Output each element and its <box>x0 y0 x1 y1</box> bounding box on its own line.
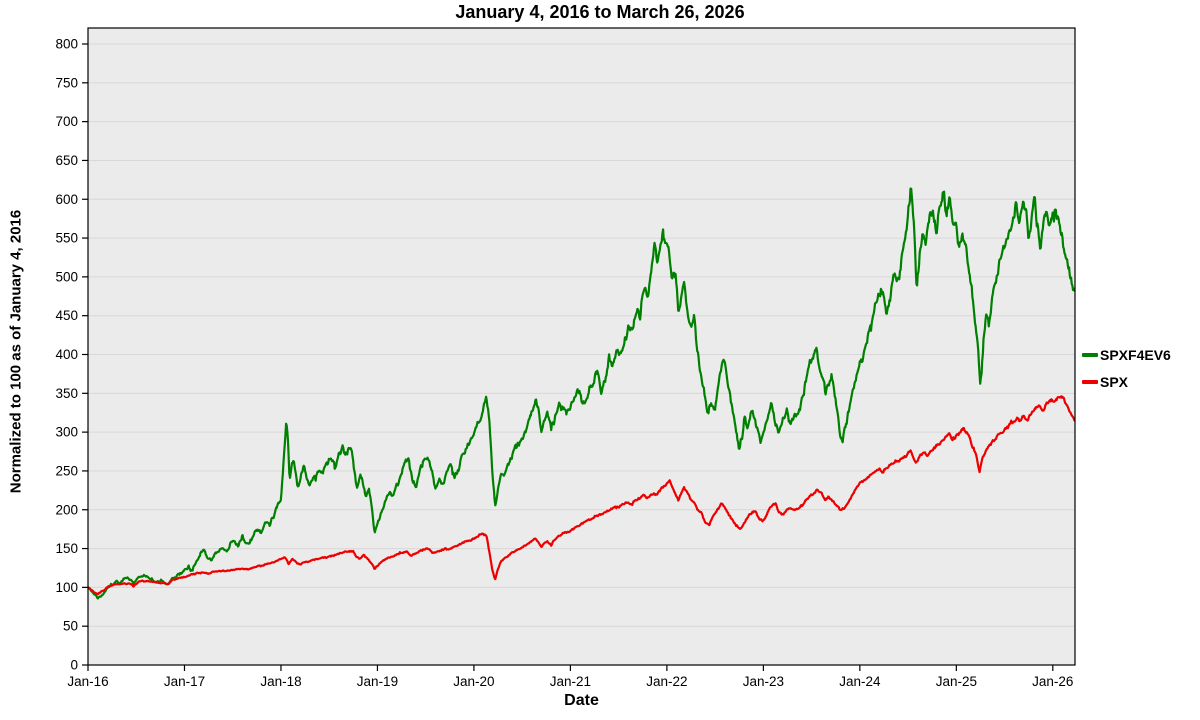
y-axis-label: Normalized to 100 as of January 4, 2016 <box>7 209 25 494</box>
x-tick-label: Jan-21 <box>550 674 591 689</box>
y-tick-label: 0 <box>70 658 78 673</box>
legend-label: SPXF4EV6 <box>1100 347 1171 363</box>
y-tick-label: 300 <box>55 425 78 440</box>
x-tick-label: Jan-23 <box>743 674 784 689</box>
y-tick-label: 700 <box>55 114 78 129</box>
y-tick-label: 50 <box>63 619 78 634</box>
legend-item-spxf4ev6: SPXF4EV6 <box>1082 344 1171 366</box>
y-tick-label: 650 <box>55 153 78 168</box>
y-tick-label: 400 <box>55 347 78 362</box>
x-tick-label: Jan-18 <box>260 674 301 689</box>
y-tick-label: 150 <box>55 541 78 556</box>
x-tick-label: Jan-25 <box>936 674 977 689</box>
series-line-spxf4ev6 <box>88 187 1075 600</box>
y-tick-label: 450 <box>55 308 78 323</box>
y-tick-label: 750 <box>55 75 78 90</box>
y-tick-label: 100 <box>55 580 78 595</box>
x-axis-label: Date <box>564 692 599 709</box>
y-tick-label: 500 <box>55 269 78 284</box>
plot-area <box>88 28 1075 665</box>
y-tick-label: 250 <box>55 463 78 478</box>
x-tick-label: Jan-20 <box>453 674 494 689</box>
chart-title: January 4, 2016 to March 26, 2026 <box>455 2 745 22</box>
legend-item-spx: SPX <box>1082 371 1171 393</box>
y-tick-label: 550 <box>55 231 78 246</box>
x-tick-label: Jan-17 <box>164 674 205 689</box>
legend-label: SPX <box>1100 374 1129 390</box>
x-tick-label: Jan-16 <box>67 674 108 689</box>
y-tick-label: 200 <box>55 502 78 517</box>
series-line-spx <box>88 395 1075 596</box>
x-tick-label: Jan-24 <box>839 674 881 689</box>
series-group <box>88 187 1075 600</box>
legend: SPXF4EV6 SPX <box>1082 344 1171 398</box>
x-tick-label: Jan-19 <box>357 674 398 689</box>
x-tick-label: Jan-22 <box>646 674 687 689</box>
y-tick-label: 800 <box>55 37 78 52</box>
y-tick-label: 350 <box>55 386 78 401</box>
x-tick-label: Jan-26 <box>1032 674 1073 689</box>
plot-border <box>87 27 1076 666</box>
legend-swatch-red <box>1082 380 1098 384</box>
legend-swatch-green <box>1082 353 1098 357</box>
y-tick-label: 600 <box>55 192 78 207</box>
